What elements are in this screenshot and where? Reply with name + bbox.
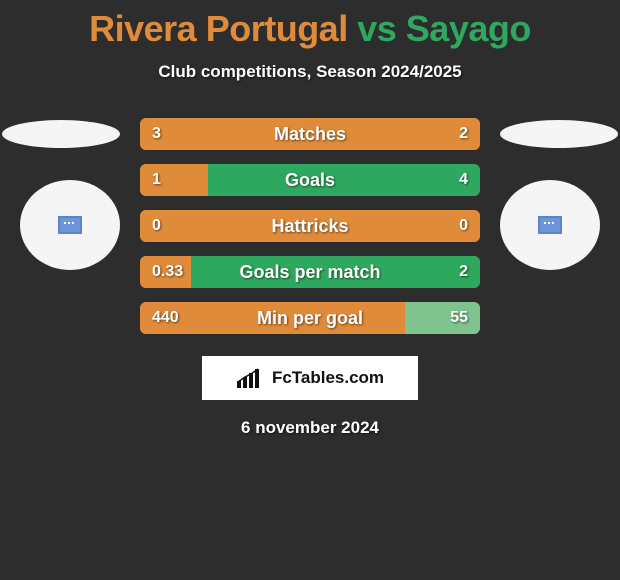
stat-row: 00Hattricks <box>140 210 480 242</box>
team-a-ellipse <box>2 120 120 148</box>
stat-row: 44055Min per goal <box>140 302 480 334</box>
stat-row: 14Goals <box>140 164 480 196</box>
stat-right-fill <box>191 256 480 288</box>
brand-box: FcTables.com <box>202 356 418 400</box>
team-b-name: Sayago <box>406 8 531 49</box>
stat-left-fill <box>140 210 480 242</box>
placeholder-crest-icon <box>58 216 82 234</box>
stat-row: 0.332Goals per match <box>140 256 480 288</box>
stat-right-fill <box>405 302 480 334</box>
team-b-badge <box>500 180 600 270</box>
stat-left-fill <box>140 256 191 288</box>
date-line: 6 november 2024 <box>0 418 620 438</box>
stat-left-fill <box>140 118 480 150</box>
stat-row: 32Matches <box>140 118 480 150</box>
team-a-name: Rivera Portugal <box>89 8 348 49</box>
stat-left-fill <box>140 164 208 196</box>
stat-left-fill <box>140 302 405 334</box>
stat-right-fill <box>208 164 480 196</box>
stat-bars: 32Matches 14Goals 00Hattricks 0.332Goals pe… <box>140 118 480 334</box>
page-title: Rivera Portugal vs Sayago <box>0 8 620 50</box>
team-a-badge <box>20 180 120 270</box>
placeholder-crest-icon <box>538 216 562 234</box>
comparison-area: 32Matches 14Goals 00Hattricks 0.332Goals pe… <box>0 118 620 438</box>
brand-bars-icon <box>236 366 266 390</box>
vs-text: vs <box>357 8 396 49</box>
team-b-ellipse <box>500 120 618 148</box>
subtitle: Club competitions, Season 2024/2025 <box>0 62 620 82</box>
brand-text: FcTables.com <box>272 368 384 388</box>
